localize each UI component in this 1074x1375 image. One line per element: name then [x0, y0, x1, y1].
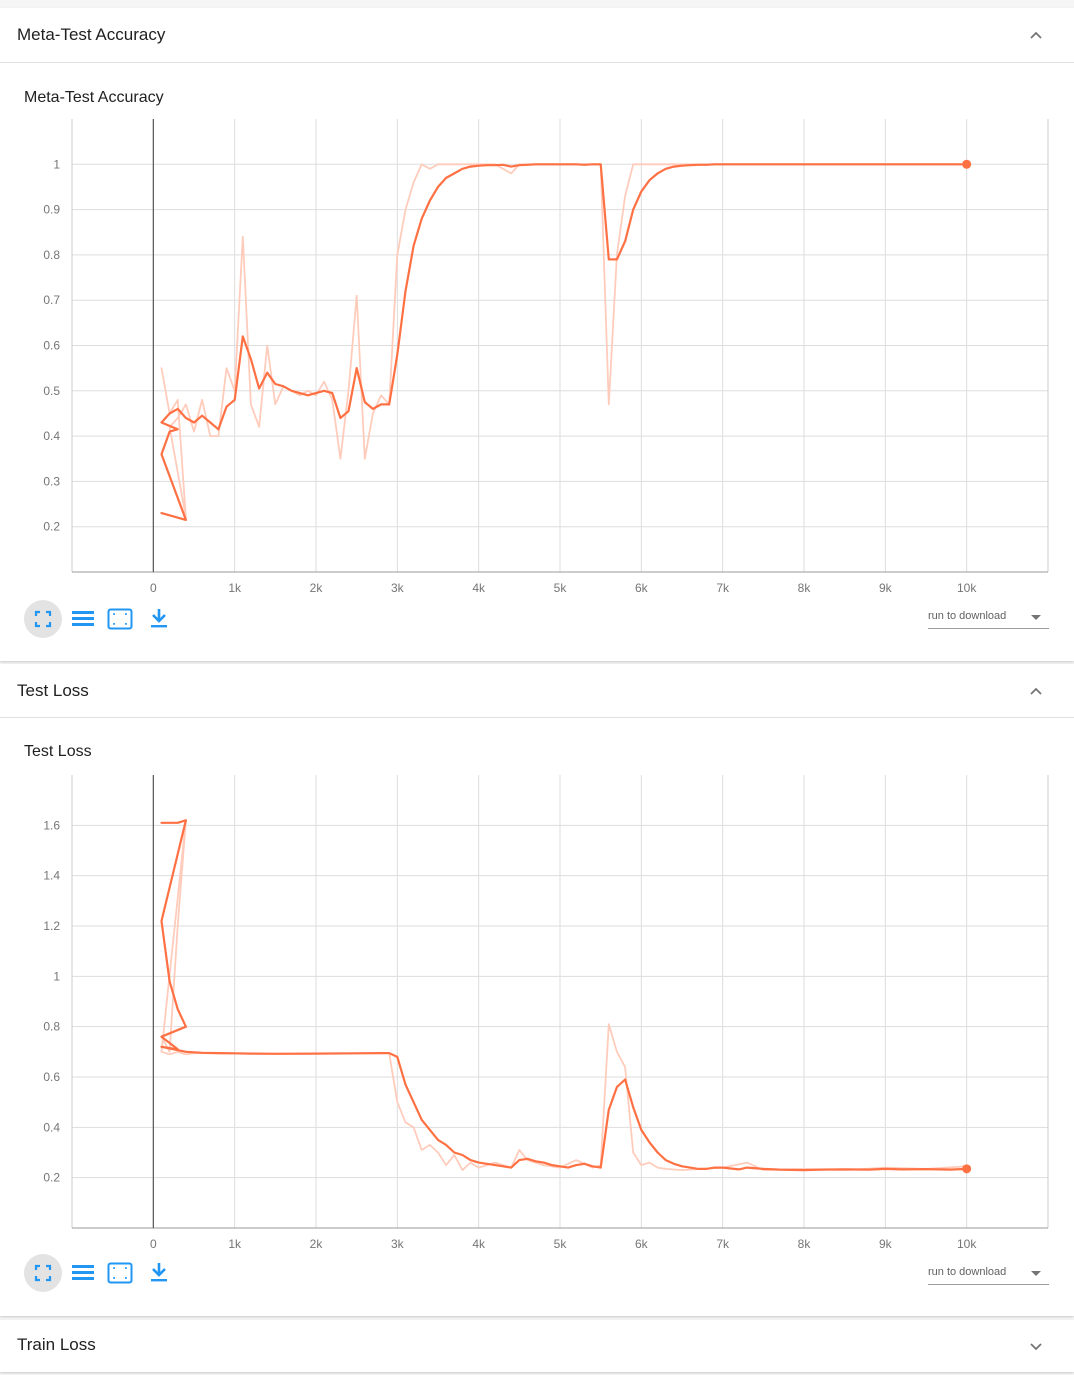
y-tick-label: 0.6 — [43, 339, 60, 353]
card-train-loss: Train Loss — [0, 1320, 1074, 1372]
x-tick-label: 5k — [554, 1237, 568, 1251]
fullscreen-button[interactable] — [24, 600, 62, 638]
section-header-meta-test-accuracy[interactable]: Meta-Test Accuracy — [0, 8, 1074, 63]
list-icon — [72, 611, 94, 626]
series-line-raw — [160, 819, 968, 1172]
fit-domain-icon — [107, 1262, 133, 1284]
x-tick-label: 7k — [716, 1237, 730, 1251]
x-tick-label: 2k — [310, 581, 324, 595]
y-tick-label: 1.6 — [43, 818, 60, 832]
y-tick-label: 0.8 — [43, 1020, 60, 1034]
fullscreen-icon — [34, 1264, 52, 1282]
fullscreen-icon — [34, 610, 52, 628]
y-tick-label: 0.2 — [43, 1171, 60, 1185]
chart-title: Test Loss — [24, 743, 92, 760]
y-tick-label: 0.5 — [43, 384, 60, 398]
x-tick-label: 0 — [150, 1237, 157, 1251]
y-tick-label: 0.4 — [43, 429, 60, 443]
x-tick-label: 8k — [798, 581, 812, 595]
y-tick-label: 0.8 — [43, 248, 60, 262]
x-tick-label: 1k — [228, 581, 242, 595]
y-tick-label: 1.2 — [43, 919, 60, 933]
download-icon — [151, 1263, 167, 1282]
section-title: Meta-Test Accuracy — [17, 25, 166, 44]
x-tick-label: 2k — [310, 1237, 324, 1251]
x-tick-label: 0 — [150, 581, 157, 595]
y-tick-label: 0.2 — [43, 520, 60, 534]
y-tick-label: 1 — [53, 157, 60, 171]
chevron-up-icon[interactable] — [1028, 684, 1044, 700]
section-title: Test Loss — [17, 681, 89, 700]
x-tick-label: 8k — [798, 1237, 812, 1251]
y-tick-label: 0.3 — [43, 474, 60, 488]
y-tick-label: 0.7 — [43, 293, 60, 307]
series-line-smoothed — [160, 163, 968, 521]
y-tick-label: 0.6 — [43, 1070, 60, 1084]
x-tick-label: 7k — [716, 581, 730, 595]
section-title: Train Loss — [17, 1335, 96, 1354]
card-meta-test-accuracy: Meta-Test Accuracy Meta-Test Accuracy 0 1… — [0, 8, 1074, 661]
toggle-log-scale-button[interactable] — [69, 605, 97, 633]
y-tick-label: 0.9 — [43, 203, 60, 217]
dropdown-caret-icon — [1031, 615, 1041, 620]
chevron-down-icon[interactable] — [1028, 1338, 1044, 1354]
card-test-loss: Test Loss Test Loss 0 1k 2k 3k 4k 5k 6k 7k 8k 9k 1… — [0, 664, 1074, 1316]
x-tick-label: 9k — [879, 581, 893, 595]
x-tick-label: 10k — [957, 1237, 977, 1251]
fullscreen-button[interactable] — [24, 1254, 62, 1292]
last-point-marker — [962, 159, 972, 169]
list-icon — [72, 1265, 94, 1280]
download-button[interactable] — [145, 1259, 173, 1287]
y-tick-label: 0.4 — [43, 1120, 60, 1134]
x-tick-label: 6k — [635, 581, 649, 595]
chart-test-loss: 0 1k 2k 3k 4k 5k 6k 7k 8k 9k 10k 0.2 0.4 0.6 0.8 1 1.2 1.… — [43, 775, 1049, 1251]
run-to-download-select[interactable]: run to download — [928, 1262, 1049, 1285]
dropdown-caret-icon — [1031, 1271, 1041, 1276]
run-select-label: run to download — [928, 610, 1007, 622]
chart-title: Meta-Test Accuracy — [24, 89, 164, 106]
y-tick-label: 1 — [53, 969, 60, 983]
run-select-label: run to download — [928, 1266, 1007, 1278]
fit-domain-button[interactable] — [106, 605, 134, 633]
x-tick-label: 3k — [391, 1237, 405, 1251]
last-point-marker — [962, 1164, 972, 1174]
section-header-test-loss[interactable]: Test Loss — [0, 664, 1074, 718]
download-button[interactable] — [145, 605, 173, 633]
x-tick-label: 4k — [472, 581, 486, 595]
run-to-download-select[interactable]: run to download — [928, 606, 1049, 629]
x-tick-label: 5k — [554, 581, 568, 595]
x-tick-label: 3k — [391, 581, 405, 595]
x-tick-label: 1k — [228, 1237, 242, 1251]
series-line-raw — [160, 163, 968, 519]
x-tick-label: 6k — [635, 1237, 649, 1251]
chart-meta-test-accuracy: 0 1k 2k 3k 4k 5k 6k 7k 8k 9k 10k 0.2 0.3 0.4 0.5 0.6 0.7… — [43, 119, 1049, 595]
fit-domain-icon — [107, 608, 133, 630]
fit-domain-button[interactable] — [106, 1259, 134, 1287]
series-line-smoothed — [160, 819, 968, 1172]
y-tick-label: 1.4 — [43, 869, 60, 883]
x-tick-label: 4k — [472, 1237, 486, 1251]
x-tick-label: 10k — [957, 581, 977, 595]
toggle-log-scale-button[interactable] — [69, 1259, 97, 1287]
download-icon — [151, 609, 167, 628]
chevron-up-icon[interactable] — [1028, 28, 1044, 44]
x-tick-label: 9k — [879, 1237, 893, 1251]
section-header-train-loss[interactable]: Train Loss — [0, 1320, 1074, 1372]
